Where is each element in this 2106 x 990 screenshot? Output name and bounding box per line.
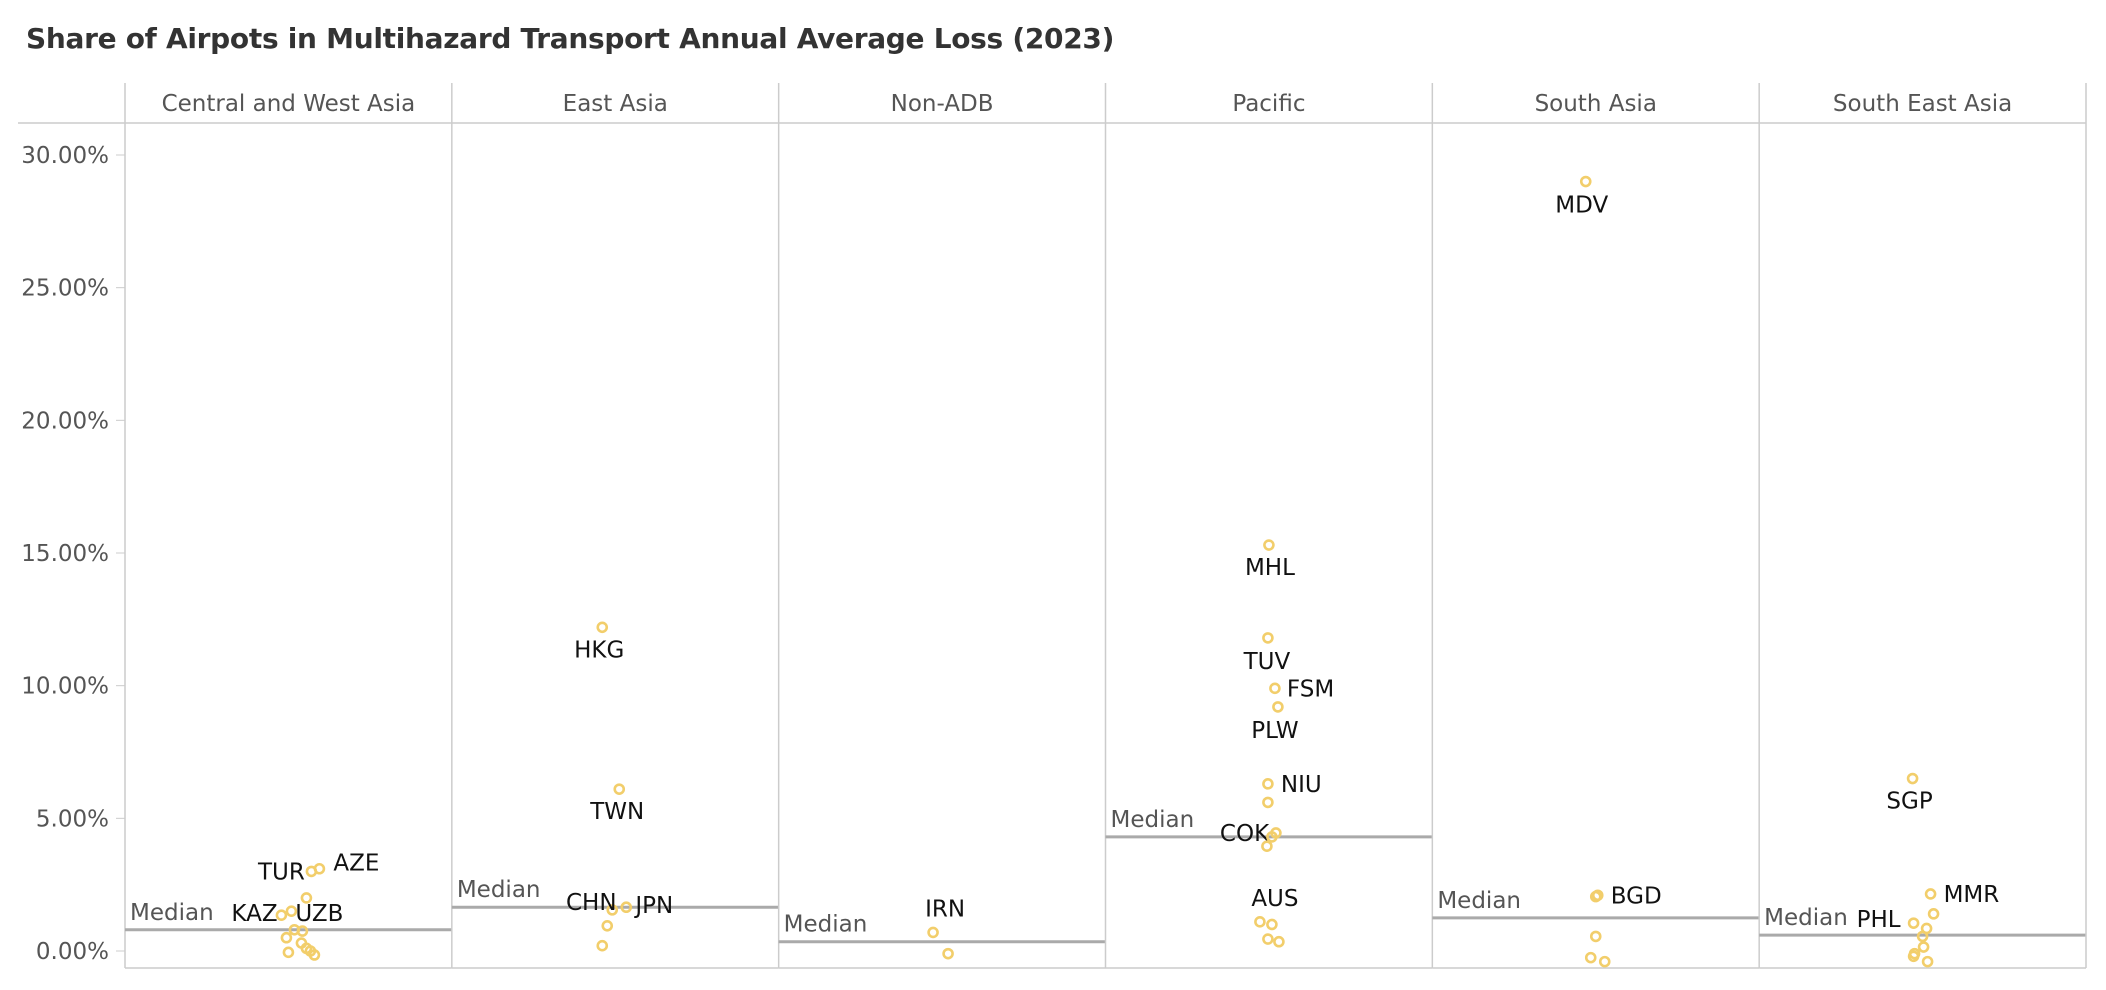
data-point <box>1907 917 1920 929</box>
point-label: JPN <box>633 893 673 919</box>
data-point <box>1273 935 1285 948</box>
y-tick-label: 5.00% <box>36 806 109 832</box>
data-point <box>1266 831 1278 843</box>
data-point <box>1266 918 1278 931</box>
median-label: Median <box>1111 807 1195 833</box>
data-point <box>296 925 309 937</box>
point-label: MDV <box>1555 193 1608 219</box>
median-label: Median <box>1764 905 1848 931</box>
y-tick-label: 15.00% <box>21 541 109 567</box>
data-point <box>1917 941 1930 953</box>
data-point <box>1584 951 1597 964</box>
data-point <box>1927 908 1940 920</box>
point-label: TUR <box>257 859 305 885</box>
data-point <box>1924 888 1937 900</box>
data-point <box>1579 175 1592 188</box>
y-tick-label: 20.00% <box>21 408 109 434</box>
data-point <box>282 946 295 959</box>
data-point <box>285 905 298 918</box>
median-label: Median <box>457 877 541 903</box>
point-label: PHL <box>1857 907 1901 933</box>
panel: Central and West Asia Median TUR AZE KAZ UZB <box>124 83 452 969</box>
data-point <box>280 931 293 944</box>
point-label: AZE <box>333 851 379 877</box>
point-label: TWN <box>589 799 644 825</box>
data-point <box>1269 682 1281 695</box>
point-label: TUV <box>1243 649 1291 675</box>
point-label: FSM <box>1287 676 1334 702</box>
point-label: HKG <box>574 637 624 663</box>
data-point <box>308 949 321 961</box>
data-point <box>275 909 288 921</box>
point-label: SGP <box>1886 789 1932 815</box>
median-label: Median <box>1437 888 1521 914</box>
point-label: MHL <box>1245 555 1295 581</box>
data-point <box>1262 632 1274 644</box>
point-label: NIU <box>1281 772 1322 798</box>
point-label: CHN <box>566 890 617 916</box>
point-label: BGD <box>1611 883 1662 909</box>
data-point <box>601 919 614 932</box>
panel-header: Pacific <box>1232 91 1305 117</box>
data-point <box>1921 955 1934 968</box>
data-point <box>596 939 609 952</box>
panel-header: South Asia <box>1535 91 1657 117</box>
data-point <box>1916 930 1929 943</box>
y-axis: 0.00% 5.00% 10.00% 15.00% 20.00% 25.00% 30.00% <box>18 122 125 965</box>
data-point <box>1589 930 1602 943</box>
panel-header: Non-ADB <box>891 91 994 117</box>
data-point <box>606 904 619 916</box>
point-label: COK <box>1220 821 1270 847</box>
point-label: PLW <box>1251 718 1298 744</box>
panel-header: South East Asia <box>1833 91 2012 117</box>
data-point <box>1598 955 1611 968</box>
data-point <box>1907 950 1920 963</box>
data-point <box>1261 840 1273 852</box>
panel: South East Asia Median SGP MMR PHL <box>1758 83 2086 969</box>
data-point <box>1262 933 1274 945</box>
point-label: UZB <box>295 901 343 927</box>
panels: Central and West Asia Median TUR AZE KAZ UZB E… <box>124 83 2087 969</box>
y-tick-label: 0.00% <box>36 939 109 965</box>
y-tick-label: 30.00% <box>21 143 109 169</box>
panel: Non-ADB Median IRN <box>777 83 1106 969</box>
data-point <box>942 947 954 960</box>
data-point <box>300 892 313 904</box>
panel: South Asia Median MDV BGD <box>1431 83 1760 969</box>
panel-header: Central and West Asia <box>162 91 416 117</box>
y-tick-label: 10.00% <box>21 674 109 700</box>
data-point <box>1263 539 1275 551</box>
data-point <box>1254 916 1266 928</box>
data-point <box>927 926 939 939</box>
data-point <box>1262 778 1274 790</box>
data-point <box>1589 890 1602 903</box>
median-label: Median <box>784 912 868 938</box>
point-label: AUS <box>1251 886 1298 912</box>
y-tick-label: 25.00% <box>21 276 109 302</box>
data-point <box>1262 796 1274 809</box>
data-point <box>1272 701 1284 713</box>
median-label: Median <box>130 900 214 926</box>
point-label: MMR <box>1944 882 2000 908</box>
data-point <box>613 783 626 795</box>
point-label: IRN <box>925 896 965 922</box>
chart-title: Share of Airpots in Multihazard Transpor… <box>26 22 1115 55</box>
data-point <box>596 621 609 634</box>
point-label: KAZ <box>231 901 277 927</box>
data-point <box>1906 772 1919 785</box>
panel-header: East Asia <box>563 91 668 117</box>
panel: East Asia Median HKG TWN CHN JPN <box>451 83 779 969</box>
data-point <box>313 862 326 875</box>
data-point <box>620 901 633 914</box>
